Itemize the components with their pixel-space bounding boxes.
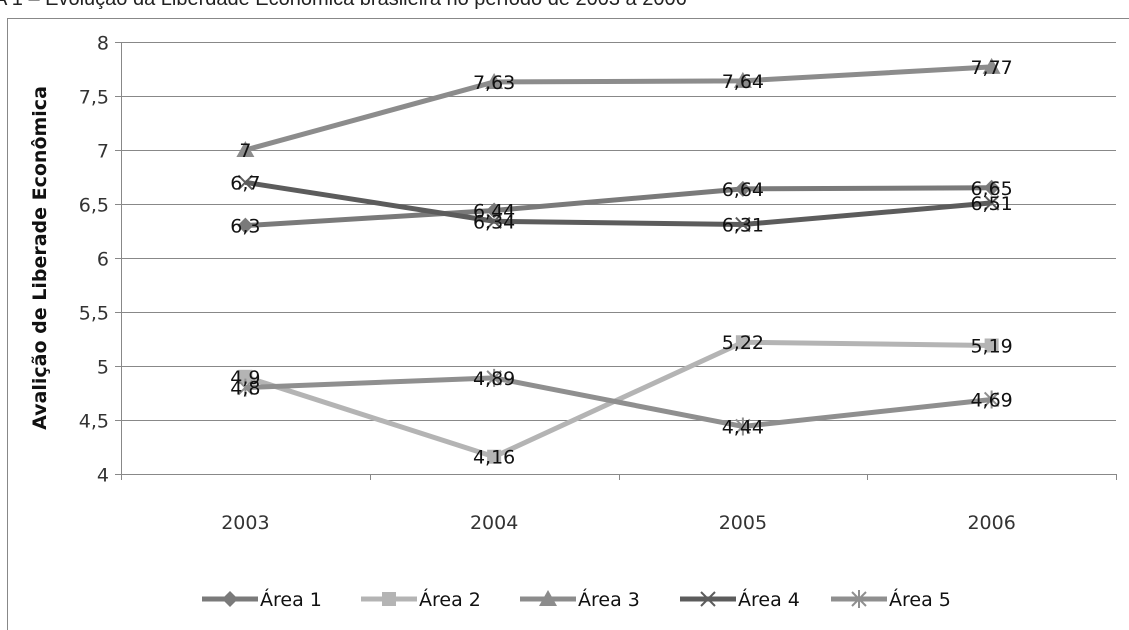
data-label: 6,3 (230, 216, 260, 238)
legend: Área 1 Área 2 Área 3 Área 4 Área 5 (202, 588, 951, 611)
legend-marker (382, 592, 396, 606)
data-label: 6,64 (722, 179, 764, 201)
data-labels: 6,3 6,44 6,64 6,65 4,9 4,16 5,22 5,19 7 7,63 7,64 7… (230, 57, 1013, 469)
data-point-marker (983, 390, 1000, 409)
y-tick-label: 6 (97, 249, 109, 271)
grid-lines (115, 42, 1117, 480)
data-point-marker (735, 216, 751, 233)
data-point-marker (982, 57, 1001, 74)
legend-marker (700, 591, 716, 607)
y-axis-label: Avalição de Liberade Econômica (29, 86, 51, 430)
data-label: 6,34 (473, 211, 515, 233)
data-label: 6,44 (473, 200, 515, 222)
legend-marker (222, 591, 238, 607)
series-line-area-1 (245, 185, 992, 229)
data-point-marker (485, 72, 504, 89)
y-tick-label: 4,5 (79, 411, 109, 433)
chart-border (7, 18, 1129, 630)
data-label: 4,16 (473, 447, 515, 469)
series-line-area-2 (244, 339, 992, 460)
data-label: 5,19 (970, 335, 1012, 357)
data-point-marker (486, 202, 503, 219)
chart-title: A 1 – Evolução da Liberdade Econômica br… (0, 0, 687, 11)
y-tick-label: 6,5 (79, 195, 109, 217)
x-tick-label: 2004 (470, 512, 518, 534)
data-point-marker (486, 368, 502, 387)
y-tick-label: 5 (97, 357, 109, 379)
data-point-marker (487, 449, 502, 464)
data-label: 7,77 (970, 57, 1012, 79)
data-point-marker (236, 141, 255, 157)
data-label: 6,51 (970, 193, 1012, 215)
data-label: 5,22 (722, 332, 764, 354)
data-label: 4,89 (473, 368, 515, 390)
x-tick-label: 2003 (221, 512, 269, 534)
legend-label: Área 1 (260, 588, 322, 611)
data-label: 6,31 (722, 215, 764, 237)
series-markers (236, 57, 1001, 464)
data-point-marker (238, 369, 253, 384)
data-label: 6,7 (230, 172, 260, 194)
data-label: 4,69 (970, 389, 1012, 411)
data-label: 4,9 (230, 367, 260, 389)
data-point-marker (984, 338, 999, 353)
data-label: 7,63 (473, 72, 515, 94)
series-line-area-3 (244, 64, 992, 153)
legend-marker (851, 590, 867, 608)
y-tick-label: 4 (97, 465, 109, 487)
data-label: 4,44 (722, 416, 764, 438)
data-point-marker (237, 378, 254, 397)
data-point-marker (735, 417, 751, 436)
legend-label: Área 3 (578, 588, 640, 611)
data-label: 7,64 (722, 71, 764, 93)
data-point-marker (983, 179, 1000, 196)
data-point-marker (734, 180, 751, 197)
y-tick-label: 5,5 (79, 303, 109, 325)
x-tick-label: 2006 (967, 512, 1015, 534)
legend-marker (539, 590, 557, 606)
data-point-marker (733, 71, 752, 88)
legend-label: Área 2 (419, 588, 481, 611)
series-line-area-5 (245, 375, 992, 429)
data-point-marker (237, 217, 254, 234)
data-point-marker (735, 335, 750, 350)
data-label: 7 (239, 140, 251, 162)
y-tick-label: 7,5 (79, 87, 109, 109)
x-tick-labels: 2003 2004 2005 2006 (221, 512, 1016, 534)
data-label: 6,65 (970, 178, 1012, 200)
data-point-marker (237, 174, 254, 191)
data-point-marker (486, 213, 502, 229)
y-tick-label: 8 (97, 33, 109, 55)
legend-label: Área 4 (738, 588, 800, 611)
x-tick-label: 2005 (719, 512, 767, 534)
y-tick-labels: 4 4,5 5 5,5 6 6,5 7 7,5 8 (79, 33, 109, 487)
y-tick-label: 7 (97, 141, 109, 163)
data-point-marker (983, 195, 1000, 211)
series-lines (244, 64, 992, 460)
legend-label: Área 5 (889, 588, 951, 611)
data-label: 4,8 (230, 378, 260, 400)
series-line-area-4 (244, 179, 992, 228)
